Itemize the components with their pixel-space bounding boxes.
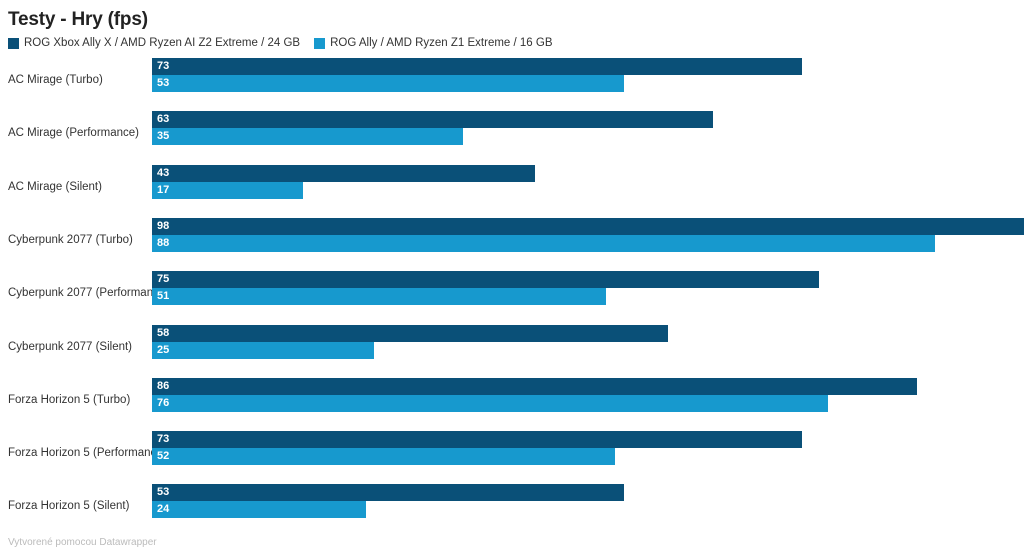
bar-series-2[interactable]: 51 — [152, 288, 606, 306]
bar-series-1[interactable]: 53 — [152, 484, 624, 502]
bar-value-label: 53 — [157, 77, 170, 89]
chart-row: Cyberpunk 2077 (Turbo) 98 88 — [0, 216, 1024, 269]
chart-row: Forza Horizon 5 (Performance) 73 52 — [0, 429, 1024, 482]
bar-value-label: 63 — [157, 113, 170, 126]
bar-series-2[interactable]: 76 — [152, 394, 829, 412]
legend-label-series-1: ROG Xbox Ally X / AMD Ryzen AI Z2 Extrem… — [24, 36, 301, 49]
legend-item-series-2[interactable]: ROG Ally / AMD Ryzen Z1 Extreme / 16 GB — [314, 36, 553, 50]
bar-series-1[interactable]: 63 — [152, 111, 713, 129]
legend-swatch-series-1 — [8, 37, 19, 49]
chart-row: AC Mirage (Performance) 63 35 — [0, 109, 1024, 162]
bar-value-label: 51 — [157, 290, 170, 303]
bar-series-1[interactable]: 75 — [152, 271, 820, 289]
bar-value-label: 43 — [157, 166, 170, 179]
legend-label-series-2: ROG Ally / AMD Ryzen Z1 Extreme / 16 GB — [330, 36, 553, 49]
bar-group: 53 24 — [152, 484, 1024, 520]
bar-group: 86 76 — [152, 377, 1024, 414]
bar-value-label: 17 — [157, 183, 170, 196]
bar-value-label: 75 — [157, 273, 170, 286]
bar-group: 75 51 — [152, 271, 1024, 307]
category-label: AC Mirage (Turbo) — [8, 74, 103, 86]
chart-row: Cyberpunk 2077 (Silent) 58 25 — [0, 323, 1024, 376]
category-label: Cyberpunk 2077 (Silent) — [8, 340, 133, 353]
bar-series-1[interactable]: 98 — [152, 217, 1024, 235]
category-label: AC Mirage (Performance) — [8, 127, 140, 140]
bar-value-label: 24 — [157, 503, 170, 516]
bar-group: 73 53 — [152, 58, 1024, 94]
chart-legend: ROG Xbox Ally X / AMD Ryzen AI Z2 Extrem… — [0, 31, 1024, 49]
bar-series-1[interactable]: 73 — [152, 58, 802, 75]
bar-group: 63 35 — [152, 111, 1024, 147]
chart-row: Cyberpunk 2077 (Performance) 75 51 — [0, 269, 1024, 322]
bar-series-1[interactable]: 43 — [152, 164, 535, 182]
bar-value-label: 73 — [157, 433, 170, 446]
legend-item-series-1[interactable]: ROG Xbox Ally X / AMD Ryzen AI Z2 Extrem… — [8, 37, 300, 50]
bar-value-label: 76 — [157, 396, 170, 409]
bar-group: 58 25 — [152, 324, 1024, 361]
bar-value-label: 35 — [157, 130, 170, 143]
bar-series-1[interactable]: 86 — [152, 377, 918, 395]
bar-value-label: 58 — [157, 326, 170, 339]
bar-series-2[interactable]: 53 — [152, 75, 624, 92]
category-label: Forza Horizon 5 (Silent) — [8, 500, 130, 513]
bar-series-2[interactable]: 52 — [152, 448, 615, 466]
bar-value-label: 98 — [157, 219, 170, 232]
chart-credit: Vytvorené pomocou Datawrapper — [8, 537, 157, 548]
chart-row: Forza Horizon 5 (Turbo) 86 76 — [0, 376, 1024, 429]
bar-group: 43 17 — [152, 164, 1024, 201]
bar-series-1[interactable]: 58 — [152, 324, 669, 342]
category-label: Forza Horizon 5 (Turbo) — [8, 393, 131, 406]
plot-area: AC Mirage (Turbo) 73 53 AC Mirage (Performa… — [0, 56, 1024, 530]
chart-title: Testy - Hry (fps) — [8, 9, 148, 30]
bar-value-label: 53 — [157, 486, 170, 499]
bar-series-2[interactable]: 17 — [152, 181, 304, 199]
bar-value-label: 73 — [157, 60, 170, 72]
bar-group: 98 88 — [152, 217, 1024, 254]
bar-value-label: 52 — [157, 450, 170, 463]
category-label: Cyberpunk 2077 (Performance) — [8, 287, 170, 300]
bar-value-label: 88 — [157, 236, 170, 249]
category-label: Forza Horizon 5 (Performance) — [8, 447, 167, 460]
chart-row: AC Mirage (Silent) 43 17 — [0, 163, 1024, 216]
legend-swatch-series-2 — [314, 37, 326, 49]
bar-series-1[interactable]: 73 — [152, 431, 802, 449]
bar-series-2[interactable]: 35 — [152, 128, 464, 146]
chart-row: Forza Horizon 5 (Silent) 53 24 — [0, 482, 1024, 535]
bar-series-2[interactable]: 25 — [152, 341, 375, 359]
bar-series-2[interactable]: 24 — [152, 501, 366, 519]
bar-value-label: 25 — [157, 343, 170, 356]
chart-row: AC Mirage (Turbo) 73 53 — [0, 56, 1024, 109]
bar-group: 73 52 — [152, 431, 1024, 467]
bar-value-label: 86 — [157, 379, 170, 392]
category-label: Cyberpunk 2077 (Turbo) — [8, 233, 133, 246]
bar-series-2[interactable]: 88 — [152, 234, 936, 252]
category-label: AC Mirage (Silent) — [8, 180, 102, 193]
